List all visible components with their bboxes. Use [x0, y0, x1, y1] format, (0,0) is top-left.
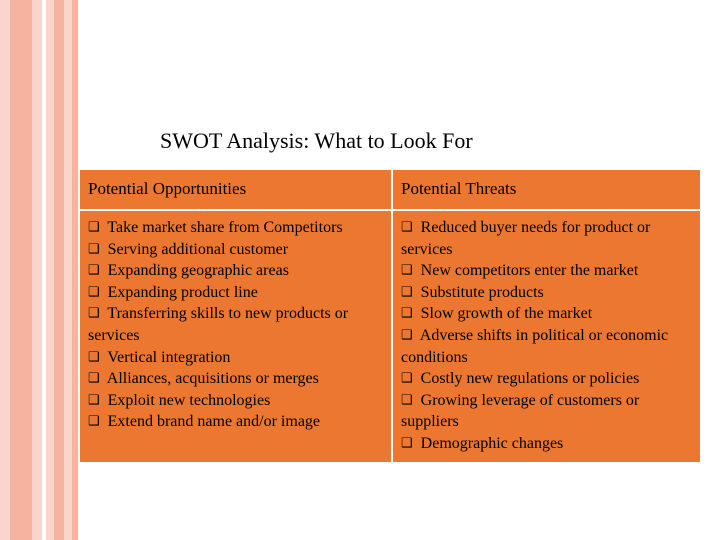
checkbox-bullet-icon: ❑ [88, 392, 100, 407]
list-item: ❑ Substitute products [401, 282, 692, 304]
checkbox-bullet-icon: ❑ [401, 305, 413, 320]
list-item-text: Vertical integration [104, 349, 231, 366]
body-row: ❑ Take market share from Competitors❑ Se… [79, 210, 701, 464]
list-item: ❑ Alliances, acquisitions or merges [88, 368, 383, 390]
list-item: ❑ Serving additional customer [88, 239, 383, 261]
checkbox-bullet-icon: ❑ [401, 327, 413, 342]
checkbox-bullet-icon: ❑ [401, 262, 413, 277]
checkbox-bullet-icon: ❑ [88, 219, 100, 234]
header-row: Potential Opportunities Potential Threat… [79, 169, 701, 210]
checkbox-bullet-icon: ❑ [88, 262, 100, 277]
checkbox-bullet-icon: ❑ [88, 370, 100, 385]
list-item-text: Take market share from Competitors [104, 219, 343, 236]
list-item-text: Exploit new technologies [104, 392, 271, 409]
slide: SWOT Analysis: What to Look For Potentia… [0, 0, 720, 540]
swot-table: Potential Opportunities Potential Threat… [78, 168, 702, 464]
list-item-text: Expanding geographic areas [104, 262, 289, 279]
stripe [54, 0, 64, 540]
header-opportunities: Potential Opportunities [79, 169, 392, 210]
list-item: ❑ Costly new regulations or policies [401, 368, 692, 390]
opportunities-cell: ❑ Take market share from Competitors❑ Se… [79, 210, 392, 464]
checkbox-bullet-icon: ❑ [401, 219, 413, 234]
list-item-text: Alliances, acquisitions or merges [104, 370, 319, 387]
checkbox-bullet-icon: ❑ [88, 305, 100, 320]
checkbox-bullet-icon: ❑ [88, 284, 100, 299]
list-item-text: New competitors enter the market [417, 262, 639, 279]
list-item-text: Growing leverage of customers or supplie… [401, 392, 639, 431]
stripe [10, 0, 32, 540]
checkbox-bullet-icon: ❑ [88, 241, 100, 256]
list-item: ❑ Adverse shifts in political or economi… [401, 325, 692, 368]
checkbox-bullet-icon: ❑ [401, 370, 413, 385]
checkbox-bullet-icon: ❑ [88, 349, 100, 364]
list-item-text: Transferring skills to new products or s… [88, 305, 348, 344]
list-item: ❑ Vertical integration [88, 347, 383, 369]
list-item: ❑ Reduced buyer needs for product or ser… [401, 217, 692, 260]
list-item-text: Expanding product line [104, 284, 258, 301]
header-threats: Potential Threats [392, 169, 701, 210]
checkbox-bullet-icon: ❑ [401, 392, 413, 407]
checkbox-bullet-icon: ❑ [401, 435, 413, 450]
list-item: ❑ Slow growth of the market [401, 303, 692, 325]
threats-cell: ❑ Reduced buyer needs for product or ser… [392, 210, 701, 464]
list-item-text: Substitute products [417, 284, 544, 301]
stripe [64, 0, 72, 540]
list-item: ❑ Transferring skills to new products or… [88, 303, 383, 346]
list-item-text: Slow growth of the market [417, 305, 593, 322]
checkbox-bullet-icon: ❑ [88, 413, 100, 428]
stripe [32, 0, 42, 540]
list-item-text: Serving additional customer [104, 241, 288, 258]
list-item: ❑ Take market share from Competitors [88, 217, 383, 239]
list-item: ❑ Growing leverage of customers or suppl… [401, 390, 692, 433]
list-item: ❑ Expanding geographic areas [88, 260, 383, 282]
stripe [0, 0, 10, 540]
list-item: ❑ Extend brand name and/or image [88, 411, 383, 433]
list-item: ❑ Expanding product line [88, 282, 383, 304]
list-item-text: Demographic changes [417, 435, 564, 452]
list-item: ❑ New competitors enter the market [401, 260, 692, 282]
stripe [46, 0, 54, 540]
list-item-text: Adverse shifts in political or economic … [401, 327, 668, 366]
checkbox-bullet-icon: ❑ [401, 284, 413, 299]
list-item: ❑ Exploit new technologies [88, 390, 383, 412]
list-item-text: Costly new regulations or policies [417, 370, 640, 387]
list-item-text: Extend brand name and/or image [104, 413, 320, 430]
list-item-text: Reduced buyer needs for product or servi… [401, 219, 650, 258]
slide-title: SWOT Analysis: What to Look For [160, 128, 473, 154]
list-item: ❑ Demographic changes [401, 433, 692, 455]
